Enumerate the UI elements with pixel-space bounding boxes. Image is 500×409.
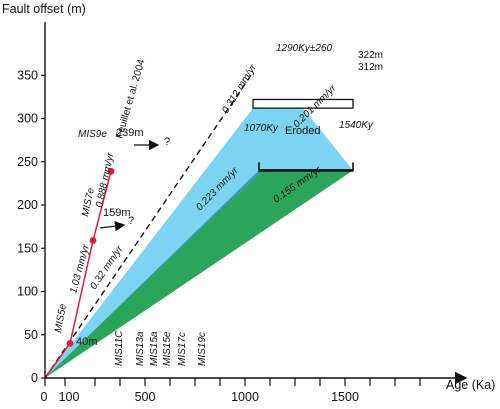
mis-label-5e: MIS5e xyxy=(53,303,69,334)
mis-stage-label: MIS13a xyxy=(135,331,146,366)
arrow-159m xyxy=(99,220,126,232)
x-tick-label: 100 xyxy=(59,390,80,404)
x-axis-title: Age (Ka) xyxy=(446,378,495,392)
mis-points xyxy=(44,167,115,379)
upper-age-bar xyxy=(252,98,354,109)
y-tick-label: 200 xyxy=(17,198,38,212)
rate-label-2: 0.888 mm/yr xyxy=(94,151,116,208)
upper-bar-label: 1290Ky±260 xyxy=(276,43,333,54)
upper-bar-top-label: 322m xyxy=(358,50,383,61)
x-tick-label: 1500 xyxy=(331,390,359,404)
mis-stage-label: MIS19c xyxy=(197,332,208,366)
y-tick-label: 50 xyxy=(24,328,38,342)
y-tick-label: 100 xyxy=(17,285,38,299)
reference-dashed-line xyxy=(44,74,252,379)
value-label-239m: 239m xyxy=(116,127,144,139)
y-tick-label: 150 xyxy=(17,241,38,255)
x-tick-label: 1000 xyxy=(231,390,259,404)
x-tick-label: 0 xyxy=(41,390,48,404)
question-mark-1: ? xyxy=(164,136,170,148)
lower-age-bar xyxy=(258,162,354,172)
mis-stage-label: MIS11C xyxy=(114,330,125,366)
mis-red-line xyxy=(44,171,112,379)
mis-stage-label: MIS17c xyxy=(177,332,188,366)
mis-point-0 xyxy=(66,340,74,347)
value-label-40m: 40m xyxy=(76,336,97,348)
y-tick-label: 350 xyxy=(17,68,38,82)
area-polygon-2 xyxy=(45,170,260,378)
mis-stage-label: MIS15e xyxy=(162,331,173,366)
mis-point-2 xyxy=(107,167,115,175)
upper-bar-bottom-label: 312m xyxy=(358,62,383,73)
y-tick-label: 0 xyxy=(31,371,38,385)
reference-line xyxy=(44,74,252,379)
lower-bar-right-label: 1540Ky xyxy=(339,120,374,131)
axes: 0 50 100 150 200 250 300 350 0 100 500 1000 1500 xyxy=(17,22,468,404)
area-polygon-1 xyxy=(45,170,353,378)
mis-label-9e: MIS9e xyxy=(78,129,107,140)
y-axis-title: Fault offset (m) xyxy=(2,2,86,16)
lower-bar-label: Eroded xyxy=(285,125,320,137)
x-tick-label: 500 xyxy=(135,390,156,404)
question-mark-2: ? xyxy=(128,215,134,227)
mis-stage-labels: MIS11C MIS13a MIS15a MIS15e MIS17c MIS19c xyxy=(114,330,208,366)
value-label-159m: 159m xyxy=(103,207,131,219)
mis-point-1 xyxy=(89,237,97,244)
y-tick-label: 250 xyxy=(17,155,38,169)
mis-stage-label: MIS15a xyxy=(149,331,160,366)
y-tick-label: 300 xyxy=(17,112,38,126)
rate-label-1: 1.03 mm/yr xyxy=(68,243,92,295)
lower-bar-left-label: 1070Ky xyxy=(244,123,279,134)
upper-bar-rect xyxy=(252,98,354,109)
